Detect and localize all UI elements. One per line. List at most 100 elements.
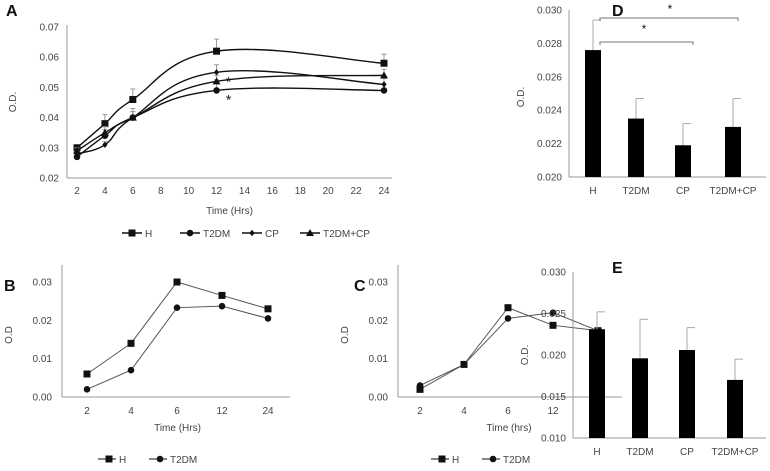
significance-star: *: [226, 73, 232, 89]
legend-label: T2DM: [503, 455, 530, 466]
data-point: [102, 141, 108, 148]
series-line: [86, 305, 269, 390]
bar: [585, 50, 601, 177]
y-tick-label: 0.020: [541, 351, 566, 362]
legend-item: [300, 229, 320, 236]
x-tick-label: 2: [417, 406, 423, 417]
x-tick-label: 6: [130, 186, 136, 197]
y-tick-label: 0.00: [369, 393, 389, 404]
bar-t2dm: [632, 318, 648, 438]
bar: [589, 329, 605, 438]
x-tick-label: 4: [128, 406, 134, 417]
y-tick-label: 0.03: [369, 278, 389, 289]
legend-label: T2DM+CP: [323, 229, 370, 240]
bar: [727, 379, 743, 438]
significance-star: *: [642, 22, 647, 36]
y-tick-label: 0.015: [541, 392, 566, 403]
series-line: [76, 70, 385, 155]
bracket-line: [599, 17, 739, 21]
data-point: [549, 321, 557, 329]
bar-cp: [675, 123, 691, 177]
legend-item: [98, 455, 116, 463]
x-tick-label: 20: [323, 186, 335, 197]
y-tick-label: 0.04: [40, 113, 60, 124]
bracket-line: [599, 41, 694, 45]
x-tick-label: H: [589, 186, 596, 197]
x-tick-label: 12: [216, 406, 228, 417]
y-tick-label: 0.03: [40, 143, 60, 154]
bar-t2dm-cp: [727, 358, 743, 438]
data-point: [83, 386, 91, 393]
data-point: [100, 128, 109, 136]
legend-marker: [105, 455, 113, 463]
series-t2dm-cp: [73, 68, 388, 154]
series-t2dm: [83, 302, 272, 393]
x-tick-label: 6: [174, 406, 180, 417]
y-tick-label: 0.02: [33, 316, 53, 327]
x-tick-label: 12: [547, 406, 559, 417]
data-point: [101, 120, 109, 128]
data-point: [83, 370, 91, 378]
data-point: [213, 47, 221, 55]
data-point: [380, 87, 388, 94]
data-point: [129, 95, 137, 103]
x-tick-label: 8: [158, 186, 164, 197]
y-tick-label: 0.024: [537, 106, 562, 117]
x-tick-label: T2DM+CP: [710, 186, 757, 197]
legend-item: [431, 455, 449, 463]
legend-item: [242, 229, 262, 237]
x-tick-label: H: [593, 447, 600, 458]
data-point: [173, 304, 181, 311]
y-tick-label: 0.010: [541, 434, 566, 445]
bar: [675, 145, 691, 177]
x-tick-label: 4: [102, 186, 108, 197]
data-point: [218, 302, 226, 310]
y-tick-label: 0.02: [369, 316, 389, 327]
panel-label: E: [612, 260, 623, 277]
panel-label: A: [6, 3, 18, 20]
y-tick-label: 0.05: [40, 83, 60, 94]
data-point: [549, 309, 557, 316]
significance-star: *: [668, 2, 673, 16]
data-point: [264, 305, 272, 313]
legend-marker: [306, 229, 314, 236]
series-line: [76, 87, 385, 158]
x-tick-label: 12: [211, 186, 223, 197]
bar: [725, 126, 741, 177]
data-point: [416, 382, 424, 389]
legend-label: H: [119, 455, 126, 466]
x-axis-title: Time (Hrs): [206, 206, 253, 217]
bar-h: [585, 19, 601, 177]
legend-label: H: [452, 455, 459, 466]
legend-marker: [249, 229, 255, 237]
data-point: [416, 385, 424, 393]
x-tick-label: CP: [676, 186, 690, 197]
data-point: [381, 81, 387, 88]
panel-label: B: [4, 278, 16, 295]
data-point: [213, 87, 220, 94]
legend-marker: [186, 229, 194, 237]
legend-marker: [128, 229, 136, 237]
y-tick-label: 0.028: [537, 39, 562, 50]
legend-item: [180, 229, 200, 237]
x-axis-title: Time (Hrs): [154, 423, 201, 434]
data-point: [127, 339, 135, 347]
data-point: [218, 291, 226, 299]
y-tick-label: 0.030: [537, 6, 562, 17]
significance-star: *: [226, 91, 232, 107]
y-tick-label: 0.022: [537, 139, 562, 150]
bar-t2dm: [628, 98, 644, 177]
series-cp: [74, 64, 387, 158]
x-tick-label: T2DM: [626, 447, 653, 458]
series-line: [76, 74, 385, 152]
x-tick-label: 24: [378, 186, 390, 197]
y-tick-label: 0.026: [537, 72, 562, 83]
y-tick-label: 0.01: [33, 354, 53, 365]
panel-label: C: [354, 278, 366, 295]
legend-label: T2DM: [203, 229, 230, 240]
data-point: [380, 59, 388, 67]
x-tick-label: 22: [351, 186, 363, 197]
data-point: [128, 113, 137, 121]
x-tick-label: 16: [267, 186, 279, 197]
y-tick-label: 0.00: [33, 393, 53, 404]
